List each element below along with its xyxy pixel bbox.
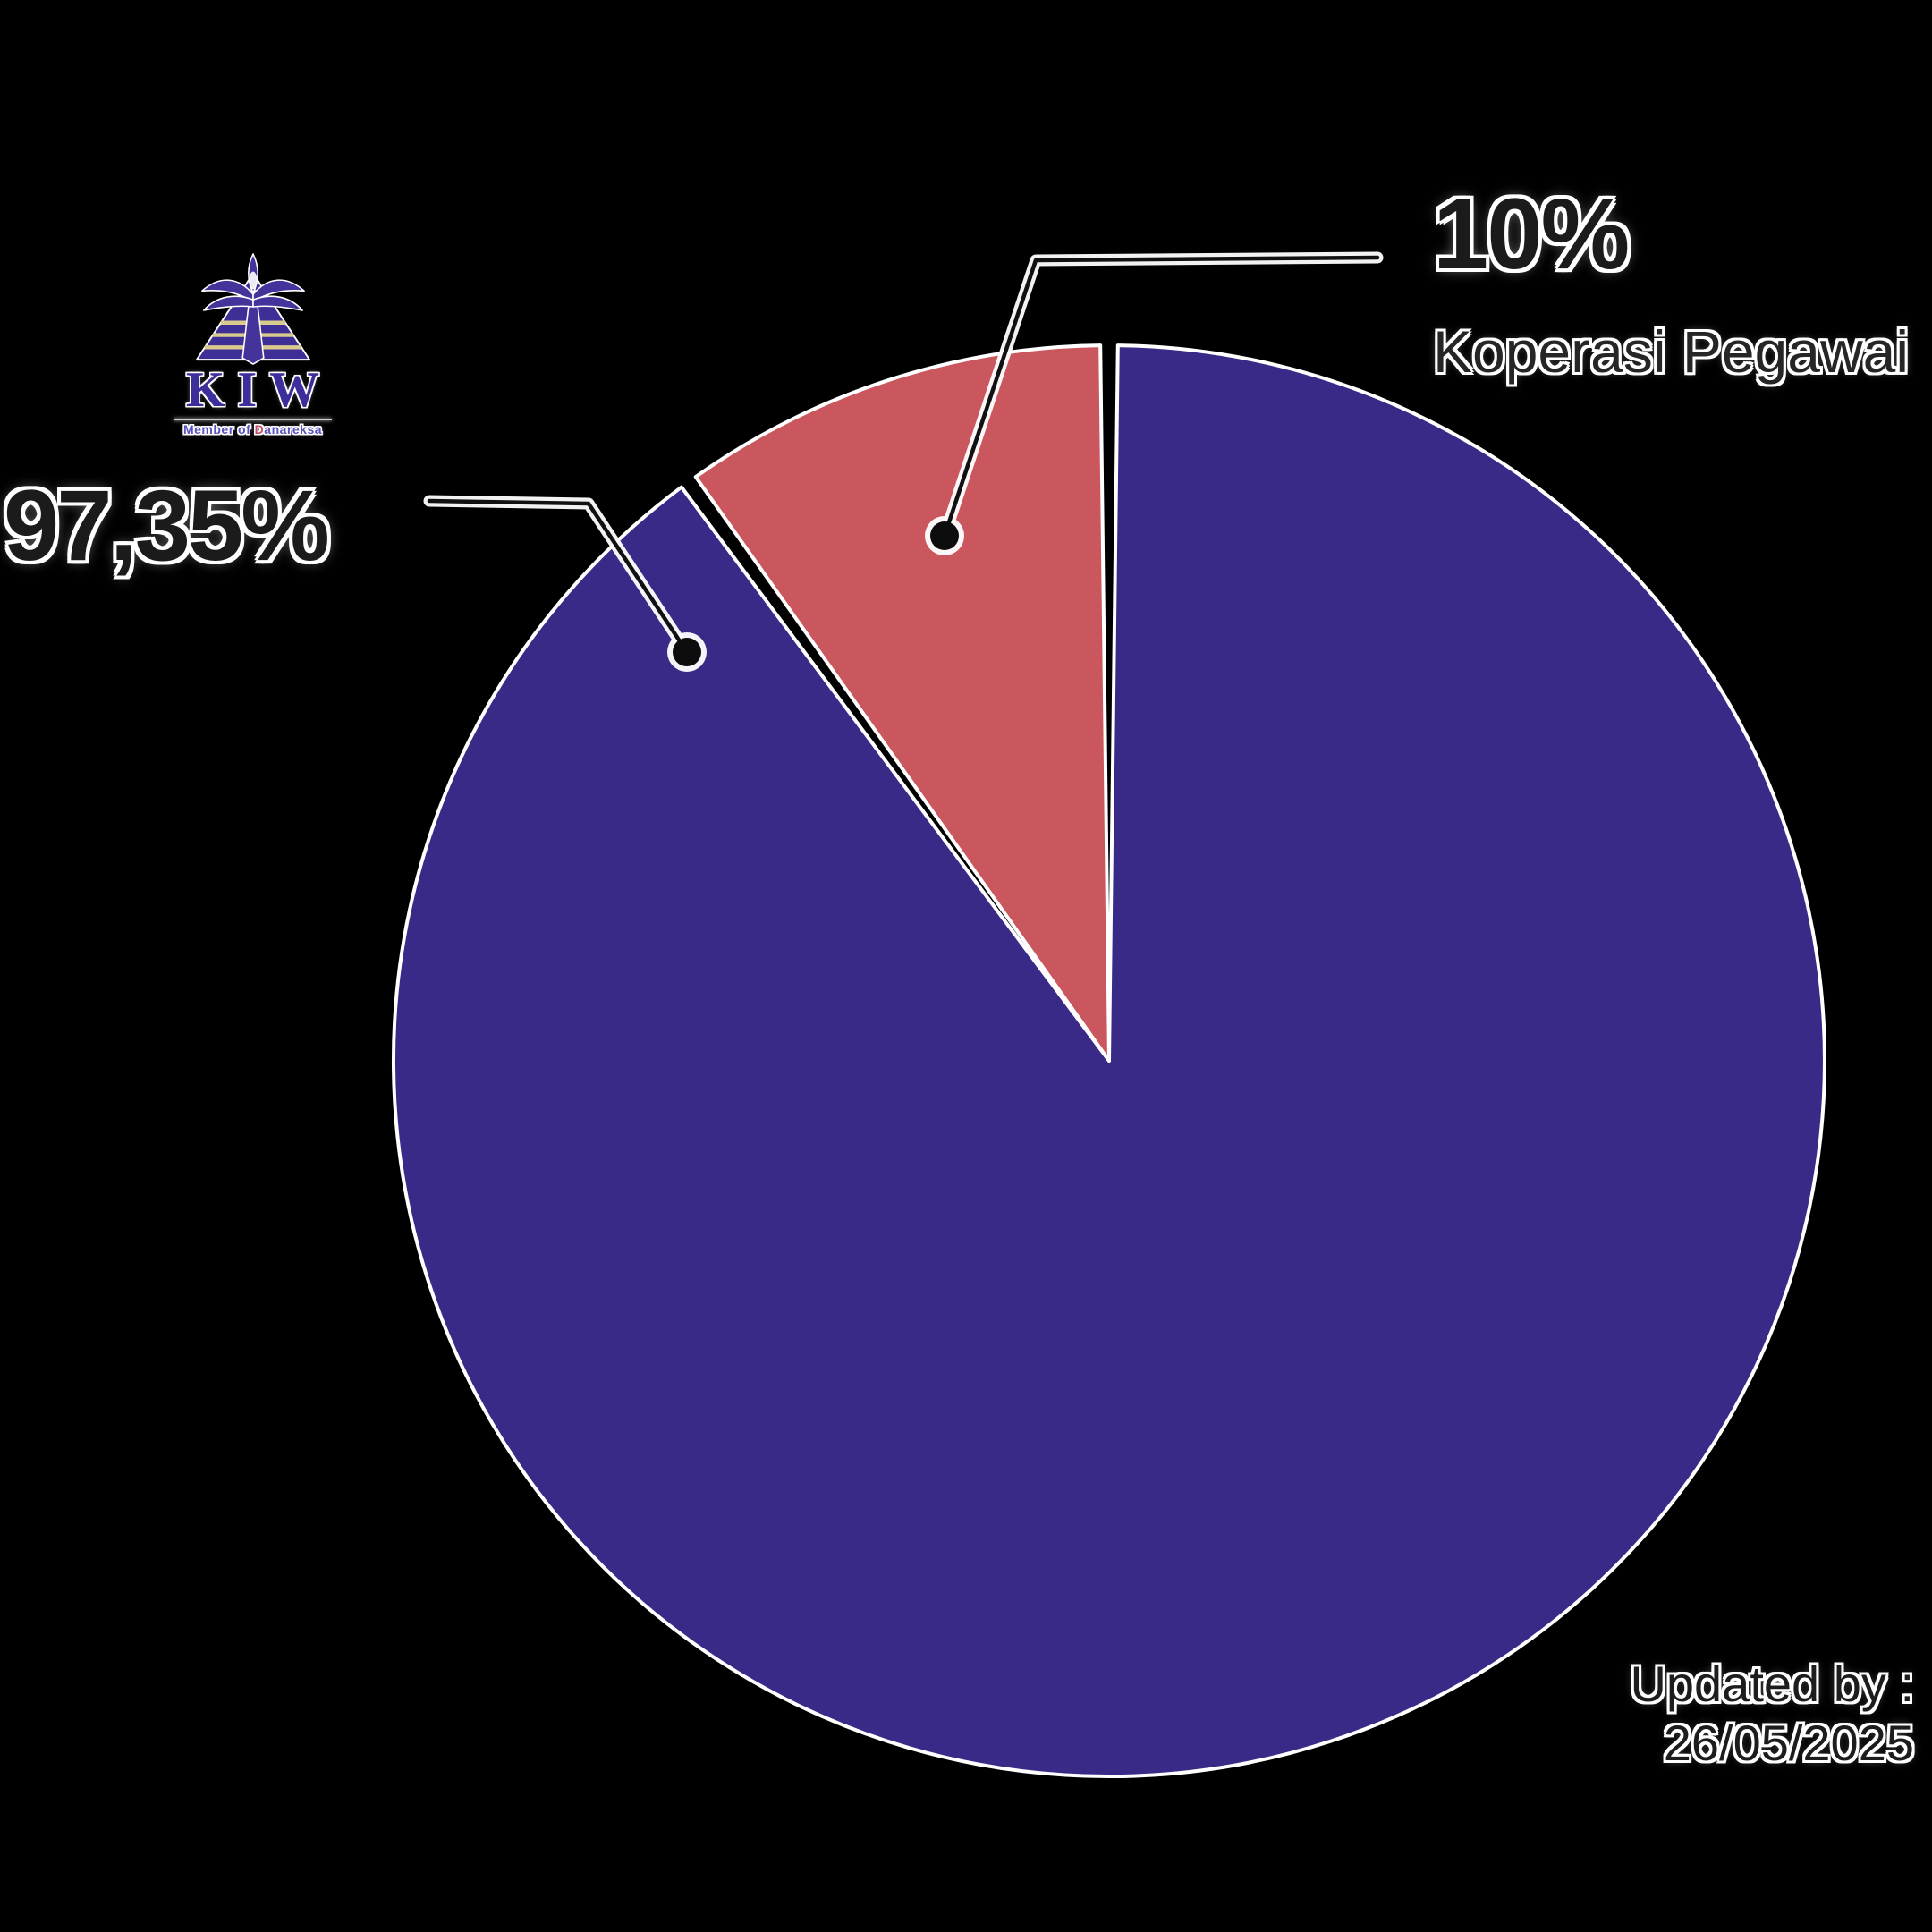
pie-slice-1 bbox=[693, 343, 1111, 1063]
kiw-logo-icon bbox=[195, 253, 310, 365]
leader-dot-minor bbox=[930, 521, 959, 550]
logo-crown-highlight bbox=[249, 271, 257, 290]
logo-tagline: Member of Danareksa bbox=[182, 422, 323, 436]
slice-label-major-value: 97,35% bbox=[4, 470, 330, 581]
logo-text: KIW bbox=[185, 362, 333, 418]
kiw-logo: KIW Member of Danareksa bbox=[170, 250, 335, 436]
updated-by-label: Updated by : bbox=[1630, 1656, 1914, 1712]
updated-by-date: 26/05/2025 bbox=[1663, 1715, 1914, 1772]
logo-divider bbox=[174, 419, 332, 420]
leader-line-minor bbox=[925, 251, 1384, 555]
updated-by: Updated by : 26/05/2025 bbox=[1630, 1655, 1914, 1773]
slice-label-minor-name: Koperasi Pegawai bbox=[1433, 318, 1909, 385]
pie-slices bbox=[392, 343, 1826, 1779]
leader-dot-major bbox=[673, 638, 701, 666]
slice-label-minor-value: 10% bbox=[1433, 178, 1630, 290]
leader-line-major bbox=[423, 495, 707, 672]
